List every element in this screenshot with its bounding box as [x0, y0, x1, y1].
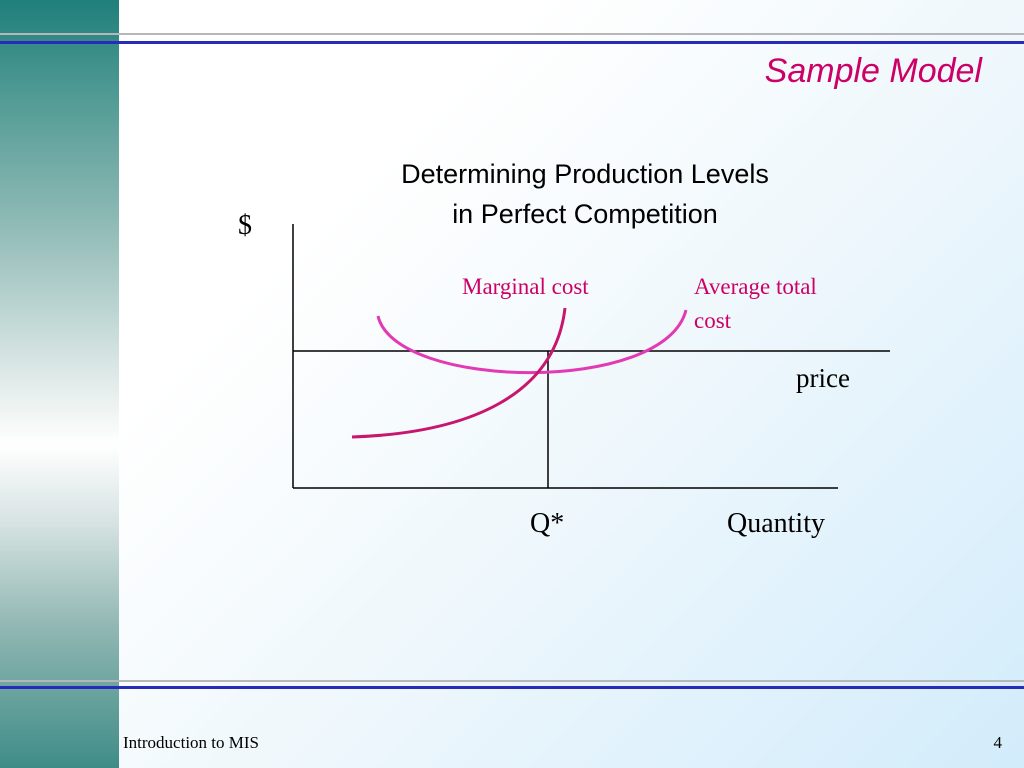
- marginal-cost-label: Marginal cost: [462, 274, 589, 299]
- side-gradient-bar: [0, 0, 119, 768]
- y-axis-label: $: [238, 210, 252, 241]
- footer-course-title: Introduction to MIS: [123, 733, 259, 752]
- diagram-title-line2: in Perfect Competition: [452, 199, 718, 229]
- q-star-label: Q*: [530, 508, 564, 539]
- average-total-cost-curve: [376, 309, 688, 375]
- bottom-rule: [0, 686, 1024, 689]
- top-rule: [0, 41, 1024, 44]
- price-label: price: [796, 363, 850, 393]
- marginal-cost-curve: [351, 307, 567, 439]
- slide-title: Sample Model: [764, 52, 982, 90]
- bottom-rule-shadow: [0, 680, 1024, 682]
- top-rule-shadow: [0, 33, 1024, 35]
- diagram-title-line1: Determining Production Levels: [401, 159, 769, 189]
- average-total-cost-label-line2: cost: [694, 308, 732, 333]
- x-axis-label: Quantity: [727, 508, 825, 539]
- footer-page-number: 4: [993, 733, 1003, 752]
- average-total-cost-label-line1: Average total: [694, 274, 817, 299]
